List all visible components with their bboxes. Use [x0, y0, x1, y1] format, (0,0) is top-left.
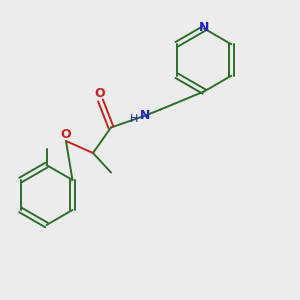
- Text: O: O: [94, 87, 105, 101]
- Text: N: N: [199, 21, 209, 34]
- Text: O: O: [60, 128, 71, 141]
- Text: H: H: [130, 114, 138, 124]
- Text: N: N: [140, 109, 151, 122]
